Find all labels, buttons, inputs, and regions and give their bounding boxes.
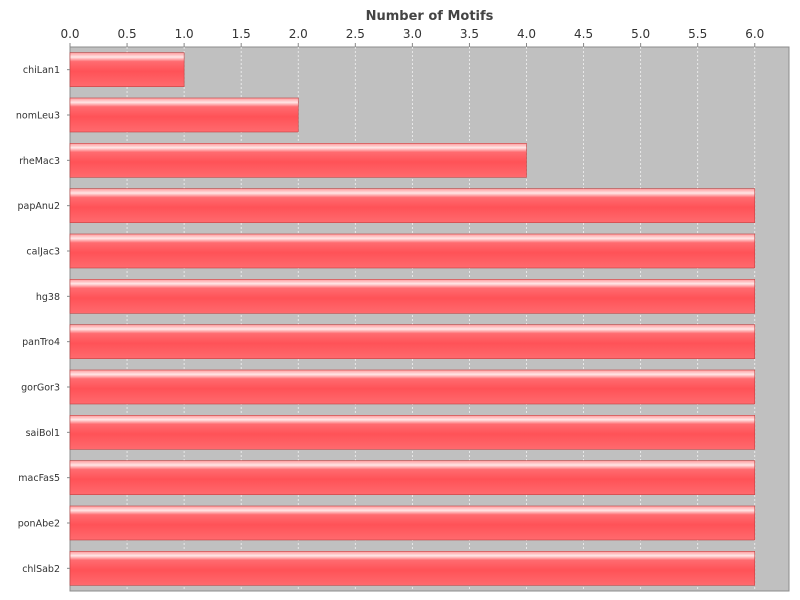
category-label-chiLan1: chiLan1	[23, 65, 60, 76]
x-tick-label: 4.0	[517, 27, 536, 41]
x-tick-label: 4.5	[574, 27, 593, 41]
bar-panTro4	[69, 324, 756, 359]
x-tick-label: 3.5	[460, 27, 479, 41]
x-tick-label: 5.5	[688, 27, 707, 41]
bar-calJac3	[69, 233, 756, 269]
category-label-calJac3: calJac3	[26, 247, 60, 258]
category-label-rheMac3: rheMac3	[19, 156, 60, 167]
x-tick-label: 5.0	[631, 27, 650, 41]
bar-papAnu2	[69, 188, 756, 223]
bar-ponAbe2	[69, 505, 756, 541]
axes: 0.0 0.5 1.0 1.5 2.0 2.5 3.0 3.5 4.0 4.5 5.0 5.5 6.0 c…	[16, 27, 764, 575]
x-tick-label: 2.0	[289, 27, 308, 41]
category-label-macFas5: macFas5	[18, 473, 60, 484]
plot-background	[69, 46, 790, 592]
x-tick-label: 1.5	[232, 27, 251, 41]
x-tick-label: 1.0	[175, 27, 194, 41]
bar-hg38	[69, 279, 756, 314]
category-label-chlSab2: chlSab2	[22, 564, 60, 575]
category-label-ponAbe2: ponAbe2	[18, 519, 60, 530]
bar-chiLan1	[69, 52, 185, 87]
category-label-nomLeu3: nomLeu3	[16, 111, 60, 122]
bar-rheMac3	[69, 143, 527, 178]
category-label-gorGor3: gorGor3	[21, 383, 60, 394]
bar-nomLeu3	[69, 97, 299, 133]
category-label-hg38: hg38	[36, 292, 60, 303]
bar-gorGor3	[69, 369, 756, 405]
x-tick-label: 6.0	[745, 27, 764, 41]
category-label-panTro4: panTro4	[22, 337, 60, 348]
bar-macFas5	[69, 460, 756, 495]
bars	[69, 52, 756, 586]
x-tick-label: 0.0	[60, 27, 79, 41]
chart-title: Number of Motifs	[366, 9, 494, 24]
x-tick-label: 3.0	[403, 27, 422, 41]
bar-saiBol1	[69, 415, 756, 450]
x-tick-label: 2.5	[346, 27, 365, 41]
gridlines	[126, 47, 756, 591]
x-tick-label: 0.5	[118, 27, 137, 41]
category-label-saiBol1: saiBol1	[26, 428, 60, 439]
category-label-papAnu2: papAnu2	[18, 201, 60, 212]
bar-chlSab2	[69, 551, 756, 586]
